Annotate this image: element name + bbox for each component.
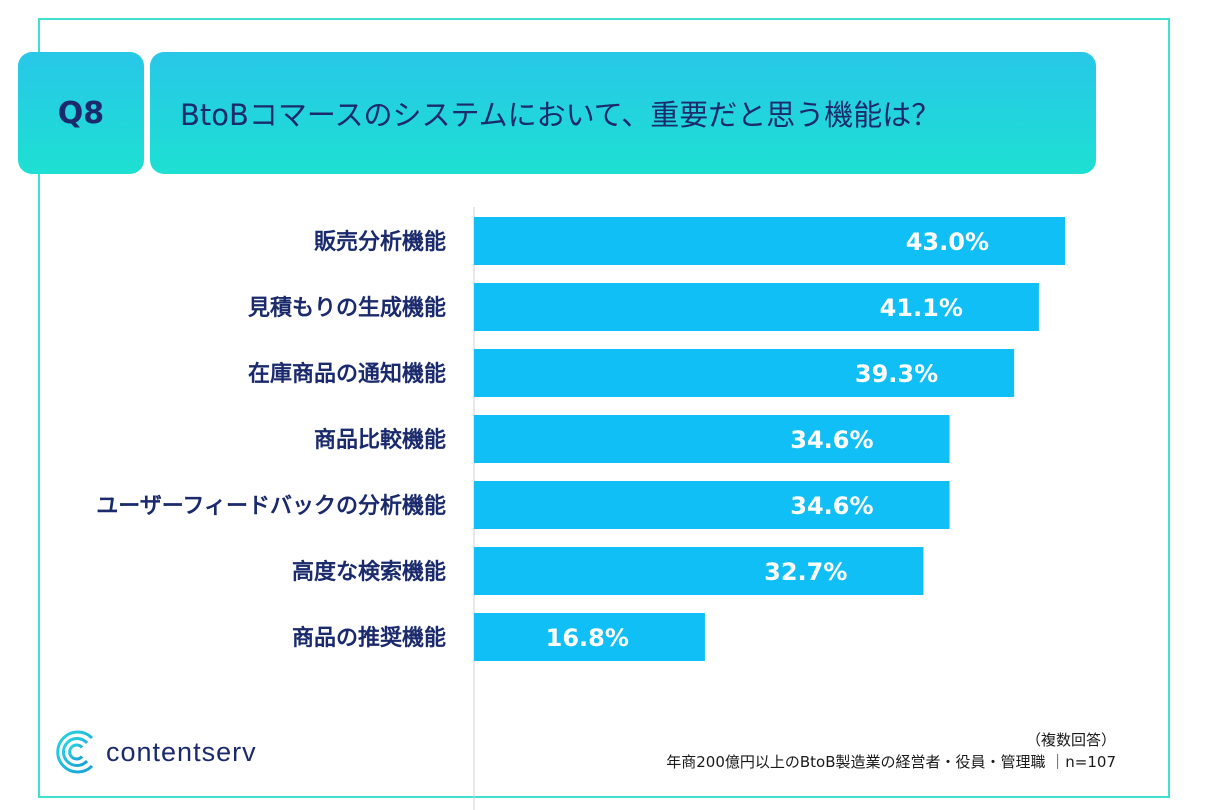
question-badge: Q8 xyxy=(18,52,144,174)
question-title: BtoBコマースのシステムにおいて、重要だと思う機能は？ xyxy=(150,52,1096,174)
value-label: 34.6% xyxy=(790,426,873,454)
value-label: 16.8% xyxy=(546,624,629,652)
bar xyxy=(474,547,924,595)
category-label: 販売分析機能 xyxy=(314,229,446,255)
category-label: ユーザーフィードバックの分析機能 xyxy=(96,493,446,519)
bar xyxy=(474,283,1039,331)
category-label: 高度な検索機能 xyxy=(292,559,446,585)
category-label: 見積もりの生成機能 xyxy=(248,295,446,321)
category-label: 商品の推奨機能 xyxy=(292,625,446,651)
note-multiple-answer: （複数回答） xyxy=(1025,731,1116,749)
survey-note: （複数回答） 年商200億円以上のBtoB製造業の経営者・役員・管理職 ｜n=1… xyxy=(666,729,1116,773)
value-label: 32.7% xyxy=(764,558,847,586)
card-frame xyxy=(38,18,1170,798)
brand-name: contentserv xyxy=(106,736,257,767)
brand-logo: contentserv xyxy=(54,726,257,778)
contentserv-logo-icon xyxy=(56,730,94,774)
category-label: 商品比較機能 xyxy=(314,427,446,453)
note-sample: 年商200億円以上のBtoB製造業の経営者・役員・管理職 ｜n=107 xyxy=(666,753,1116,771)
bar xyxy=(474,481,950,529)
value-label: 39.3% xyxy=(855,360,938,388)
bar xyxy=(474,349,1015,397)
bar xyxy=(474,613,705,661)
value-label: 34.6% xyxy=(790,492,873,520)
bar xyxy=(474,217,1065,265)
value-label: 43.0% xyxy=(906,228,989,256)
bar xyxy=(474,415,950,463)
value-label: 41.1% xyxy=(880,294,963,322)
category-label: 在庫商品の通知機能 xyxy=(248,361,446,387)
